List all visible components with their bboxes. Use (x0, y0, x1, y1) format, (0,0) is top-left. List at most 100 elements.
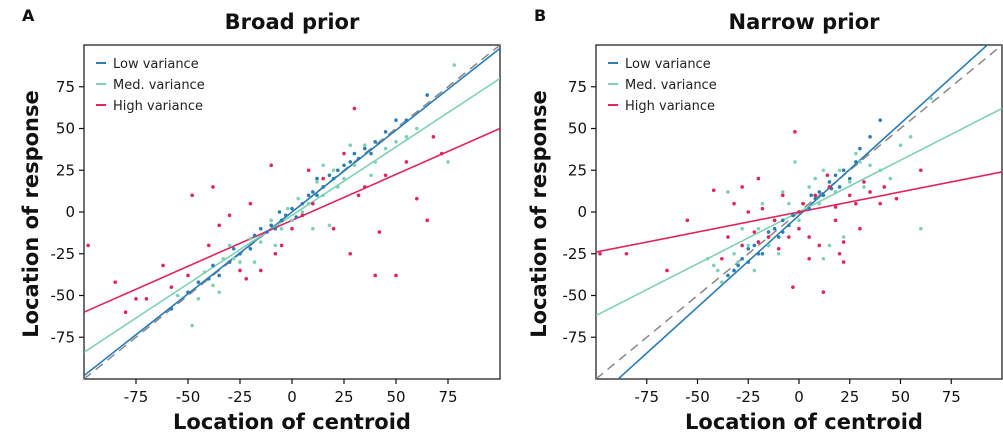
panel-a-med-variance-point (446, 160, 450, 164)
panel-b-high-variance-point (813, 193, 818, 198)
panel-letter-b: B (534, 6, 546, 25)
panel-b-med-variance-point (817, 201, 822, 206)
panel-letter-a: A (22, 6, 35, 25)
panel-b-med-variance-point (746, 243, 751, 248)
panel-a-high-variance-point (348, 251, 353, 256)
panel-b-high-variance-point (780, 193, 785, 198)
panel-b-high-variance-point (821, 290, 826, 294)
panel-a-med-variance-fit-line (84, 77, 500, 353)
panel-a-x-tick-label: -25 (228, 388, 253, 406)
panel-a-high-variance-point (217, 223, 221, 228)
panel-a-high-variance-point (144, 297, 149, 301)
panel-a-low-variance-point (259, 226, 263, 231)
panel-b-low-variance-point (854, 160, 858, 164)
panel-b-low-variance-point (746, 246, 751, 251)
panel-a-legend-label-high: High variance (113, 99, 203, 114)
panel-a-high-variance-point (227, 213, 232, 218)
panel-b-low-variance-point (827, 180, 832, 184)
panel-b-x-tick-label: 0 (794, 388, 804, 406)
panel-a-low-variance-point (265, 230, 269, 234)
panel-b-high-variance-point (807, 235, 811, 239)
panel-b-low-variance-point (813, 196, 818, 201)
panel-b-med-variance-point (813, 176, 818, 181)
panel-b-high-variance-point (841, 240, 846, 244)
panel-b-med-variance-point (787, 201, 791, 206)
panel-b-ticks: -75 -50 -25 0 25 50 75 -75 -50 -25 0 25 50 75 (563, 78, 961, 406)
panel-b-high-variance-point (624, 251, 629, 256)
panel-a-high-variance-point (431, 135, 436, 139)
panel-b-x-tick-label: -75 (635, 388, 660, 406)
panel-b-med-variance-point (854, 151, 858, 156)
panel-a-low-variance-point (425, 93, 430, 97)
panel-b-med-variance-point (847, 180, 852, 184)
panel-b-high-variance-point (685, 218, 690, 223)
panel-a-low-variance-point (211, 263, 215, 268)
panel-a-med-variance-point (286, 206, 290, 211)
panel-a-low-variance-point (383, 130, 388, 134)
panel-a-med-variance-point (352, 163, 357, 168)
panel-b-x-tick-label: -50 (685, 388, 710, 406)
panel-a-low-variance-point (248, 246, 253, 251)
panel-b-low-variance-point (809, 193, 813, 198)
panel-b-high-variance-point (807, 256, 811, 261)
panel-b-y-tick-label: -25 (563, 245, 588, 263)
panel-b-high-variance-point (756, 240, 761, 244)
panel-a-y-tick-label: 0 (65, 203, 75, 221)
panel-a-med-variance-point (259, 240, 263, 244)
panel-b-legend-label-med: Med. variance (625, 78, 717, 93)
panel-a-high-variance-point (190, 193, 194, 198)
panel-b-med-variance-point (821, 168, 826, 173)
panel-a-high-variance-point (269, 163, 274, 168)
panel-b-high-variance-point (862, 180, 866, 184)
panel-a-high-variance-point (211, 185, 215, 189)
panel-b-med-variance-point (858, 160, 862, 164)
panel-a-med-variance-point (290, 218, 294, 223)
panel-a-high-variance-point (415, 196, 419, 201)
panel-a-high-variance-point (306, 168, 311, 173)
panel-b-med-variance-point (760, 201, 765, 206)
panel-a-high-variance-point (300, 213, 305, 218)
panel-a-low-variance-point (335, 168, 340, 173)
panel-b-high-variance-point (772, 218, 777, 223)
panel-a-low-variance-point (300, 201, 305, 206)
panel-a-med-variance-point (269, 218, 274, 223)
panel-a-med-variance-point (238, 260, 242, 264)
panel-b-med-variance-point (908, 135, 913, 139)
panel-a-low-variance-point (169, 307, 174, 311)
panel-a-high-variance-point (356, 193, 361, 198)
panel-a-med-variance-point (348, 143, 353, 147)
panel-a-high-variance-point (373, 273, 378, 278)
panel-a-med-variance-point (175, 293, 180, 298)
panel-b-low-variance-point (791, 213, 795, 218)
panel-b-high-variance-point (740, 185, 744, 189)
panel-a-high-variance-point (273, 251, 278, 256)
panel-a-high-variance-point (134, 297, 138, 301)
panel-b-high-variance-point (760, 206, 765, 211)
panel-a-x-tick-label: -50 (176, 388, 201, 406)
panel-b-high-variance-point (711, 188, 716, 193)
panel-b-low-variance-point (726, 273, 730, 278)
panel-a-high-variance-point (259, 268, 263, 273)
panel-b-med-variance-point (862, 185, 866, 189)
panel-a-low-variance-point (283, 213, 288, 218)
panel-b-low-variance-point (780, 230, 785, 234)
panel-b-high-variance-point (793, 130, 797, 134)
panel-b-med-variance-point (821, 256, 826, 261)
panel-b-points (598, 96, 933, 294)
panel-b-low-variance-point (732, 268, 736, 273)
panel-a-med-variance-point (452, 63, 457, 67)
panel-a-low-variance-point (331, 176, 336, 181)
panel-a-med-variance-point (296, 196, 301, 201)
panel-a-high-variance-point (363, 185, 367, 189)
panel-a-low-variance-point (196, 280, 201, 284)
panel-a-high-variance-point (331, 226, 336, 231)
panel-a-x-tick-label: 50 (386, 388, 405, 406)
panel-b-high-variance-point (665, 268, 669, 273)
panel-a-low-variance-fit-line (84, 47, 500, 377)
panel-b-y-tick-label: -75 (563, 328, 588, 346)
panel-a-low-variance-point (311, 190, 315, 194)
panel-a-med-variance-point (415, 126, 419, 131)
panel-a-title: Broad prior (225, 10, 360, 34)
panel-b-low-variance-point (740, 256, 744, 261)
panel-b-high-variance-point (854, 201, 858, 206)
